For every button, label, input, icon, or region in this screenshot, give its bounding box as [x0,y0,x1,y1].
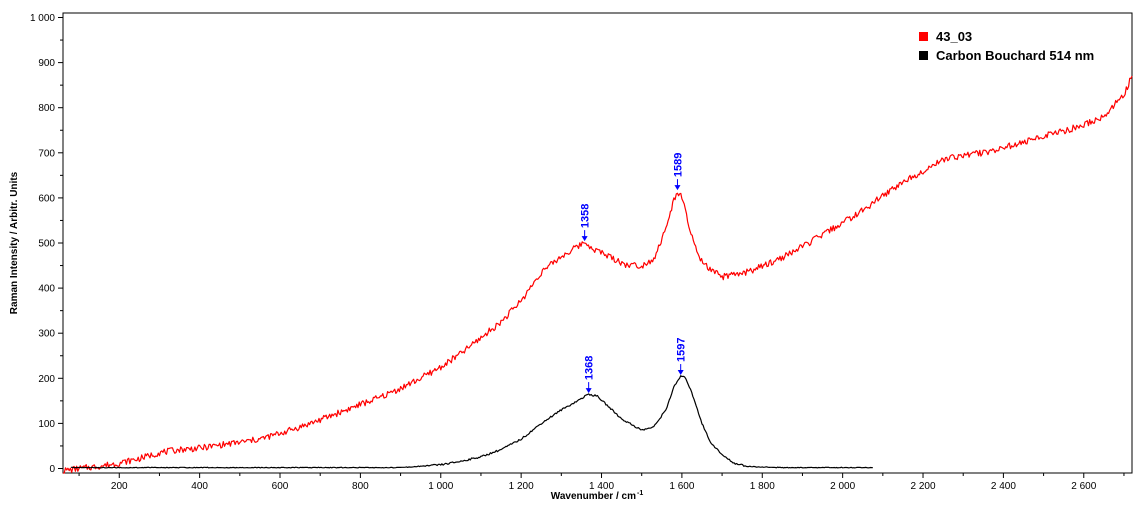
peak-annotation-1358: 1358 [580,204,592,242]
y-tick-label: 800 [38,103,55,114]
peak-arrow-head [674,185,681,191]
peak-annotation-1368: 1368 [584,356,596,394]
peak-annotation-1597: 1597 [676,338,688,376]
peak-arrow-head [677,370,684,376]
legend-swatch-carbon-bouchard [919,51,928,60]
y-axis-label: Raman Intensity / Arbitr. Units [9,171,20,314]
x-tick-label: 400 [191,481,208,492]
peak-label: 1358 [580,204,592,228]
legend-label-carbon-bouchard: Carbon Bouchard 514 nm [936,48,1094,63]
series-43-03-line [62,75,1133,474]
y-tick-label: 500 [38,239,55,250]
peak-label: 1597 [676,338,688,362]
peak-arrow-head [581,236,588,242]
x-axis-label-superscript: -1 [637,490,643,497]
y-axis-ticks: 0 100 200 300 400 500 600 700 800 900 1 000 [30,13,63,475]
series-carbon-bouchard-line [71,375,873,469]
plot-frame [62,12,1133,474]
y-tick-label: 700 [38,148,55,159]
x-tick-label: 2 200 [911,481,936,492]
y-tick-label: 400 [38,284,55,295]
peak-label: 1368 [584,356,596,380]
y-tick-label: 200 [38,374,55,385]
x-tick-label: 1 600 [669,481,694,492]
x-tick-label: 2 000 [830,481,855,492]
y-tick-label: 1 000 [30,13,55,24]
x-tick-label: 1 800 [750,481,775,492]
legend-swatch-43-03 [919,32,928,41]
annotation-layer: 1358 1589 1368 1597 [580,153,688,394]
x-tick-label: 200 [111,481,128,492]
x-tick-label: 1 200 [509,481,534,492]
x-tick-label: 2 600 [1071,481,1096,492]
peak-label: 1589 [672,153,684,177]
legend-label-43-03: 43_03 [936,29,972,44]
peak-annotation-1589: 1589 [672,153,684,191]
x-tick-label: 800 [352,481,369,492]
legend: 43_03 Carbon Bouchard 514 nm [919,29,1094,63]
x-tick-label: 1 400 [589,481,614,492]
peak-arrow-head [585,388,592,394]
x-tick-label: 2 400 [991,481,1016,492]
y-tick-label: 900 [38,58,55,69]
y-tick-label: 300 [38,329,55,340]
x-tick-label: 1 000 [428,481,453,492]
x-axis-label: Wavenumber / cm-1 [551,490,644,502]
x-tick-label: 600 [272,481,289,492]
y-tick-label: 0 [49,464,55,475]
x-axis-ticks: 200 400 600 800 1 000 1 200 1 400 1 600 1 800 2 0… [78,473,1125,492]
y-tick-label: 100 [38,419,55,430]
series-layer [62,75,1133,474]
x-axis-label-text: Wavenumber / cm [551,491,636,502]
y-tick-label: 600 [38,193,55,204]
